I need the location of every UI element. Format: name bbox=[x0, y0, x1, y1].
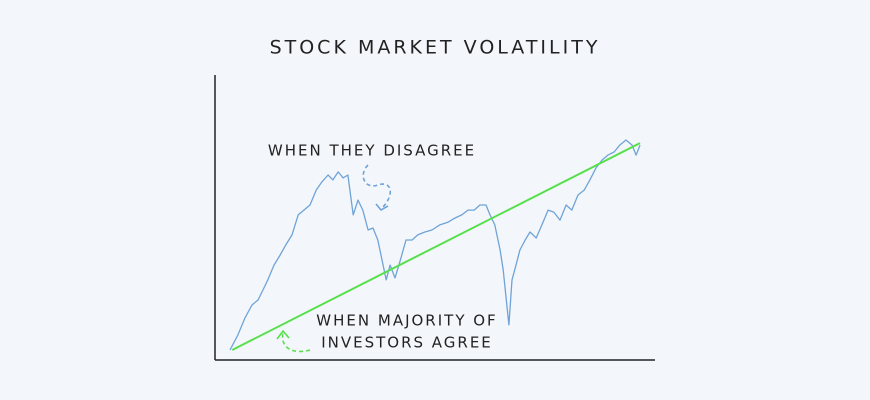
annotation: WHEN MAJORITY OF bbox=[316, 312, 497, 330]
annotation-arrow bbox=[281, 332, 311, 353]
series-line bbox=[229, 139, 641, 351]
annotation: WHEN THEY DISAGREE bbox=[268, 142, 476, 160]
annotation: INVESTORS AGREE bbox=[321, 334, 493, 352]
arrow-head bbox=[375, 203, 389, 212]
arrow-head bbox=[276, 329, 290, 340]
series-line bbox=[231, 142, 641, 351]
chart-title: STOCK MARKET VOLATILITY bbox=[270, 37, 601, 59]
annotation-arrow bbox=[362, 164, 391, 209]
